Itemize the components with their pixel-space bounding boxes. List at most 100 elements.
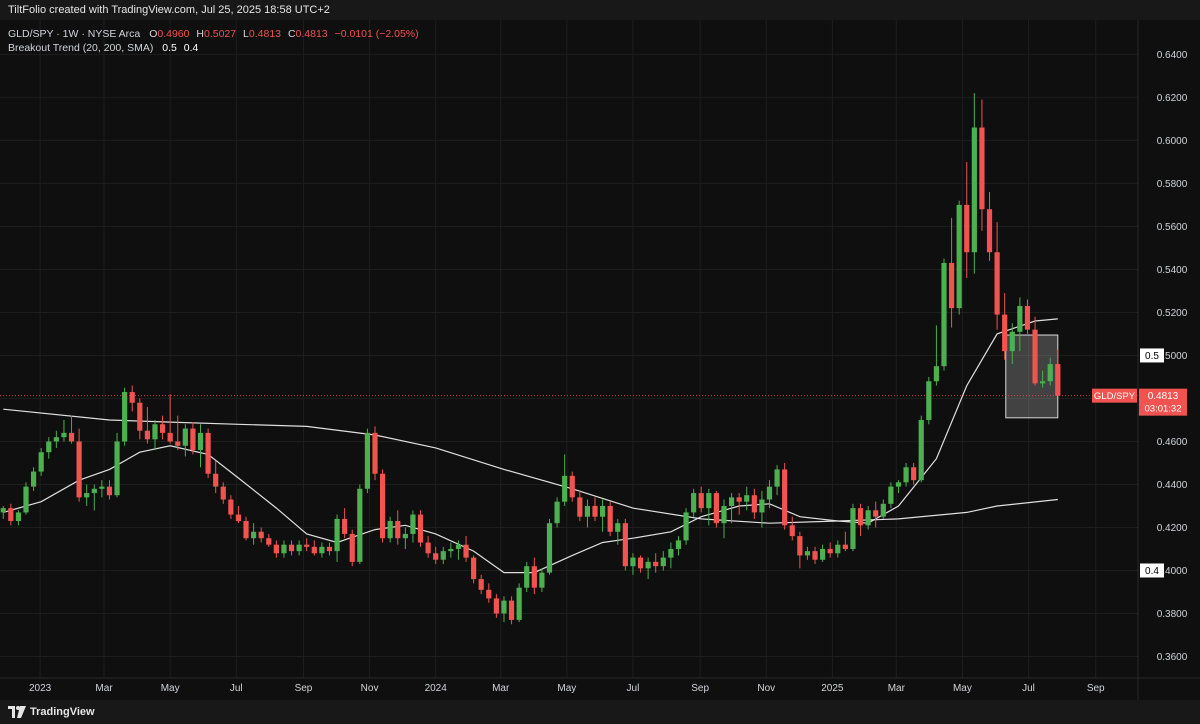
ma-value-tag-label: 0.5 <box>1145 351 1159 362</box>
candle-body <box>744 495 750 502</box>
candle-body <box>607 505 613 532</box>
legend-high-key: H <box>196 28 204 40</box>
candle <box>675 536 682 556</box>
price-tick-label: 0.5800 <box>1157 179 1188 190</box>
candle-body <box>417 514 424 543</box>
candle-body <box>782 469 788 526</box>
candle <box>926 376 932 425</box>
time-tick-label: Nov <box>757 683 775 694</box>
candle-body <box>478 579 484 590</box>
candle-body <box>1017 305 1023 332</box>
legend-close-value: 0.4813 <box>296 28 328 40</box>
candle <box>311 540 317 556</box>
candle-body <box>387 521 393 539</box>
candle <box>175 415 181 451</box>
candle-body <box>281 544 287 554</box>
candle-body <box>645 561 651 569</box>
candle <box>956 200 962 315</box>
candle-body <box>577 497 583 517</box>
candle <box>728 493 735 524</box>
candle-body <box>91 488 97 494</box>
candle <box>508 596 515 625</box>
candle-body <box>152 424 158 440</box>
candle <box>903 462 909 487</box>
candle-body <box>660 557 666 567</box>
candle-body <box>584 505 591 517</box>
candle-body <box>1040 381 1046 384</box>
candle-body <box>486 589 492 599</box>
candle-body <box>857 508 864 526</box>
candle <box>159 415 166 440</box>
candle-body <box>797 536 803 556</box>
price-tick-label: 0.5000 <box>1157 351 1188 362</box>
candle-body <box>0 508 6 513</box>
candle <box>782 462 788 530</box>
price-tick-label: 0.6000 <box>1157 136 1188 147</box>
candle <box>296 540 302 556</box>
candle-body <box>615 523 621 532</box>
price-tag-countdown: 03:01:32 <box>1145 404 1182 415</box>
candle-body <box>68 432 75 442</box>
candle <box>8 503 14 526</box>
time-tick-label: 2025 <box>821 683 844 694</box>
time-tick-label: 2023 <box>29 683 52 694</box>
candle <box>99 480 105 498</box>
candle <box>182 424 188 457</box>
candle <box>46 437 52 459</box>
candle-body <box>395 521 401 539</box>
candle-body <box>304 544 310 547</box>
candle-body <box>637 557 644 569</box>
candle <box>615 518 621 545</box>
candle-body <box>1055 364 1061 396</box>
candle-body <box>410 514 416 534</box>
candle-body <box>721 505 727 524</box>
candle <box>15 510 22 526</box>
candle <box>38 447 44 476</box>
candle <box>637 555 644 573</box>
legend-low-value: 0.4813 <box>249 28 281 40</box>
candle-body <box>433 553 439 560</box>
candle <box>455 540 462 560</box>
candle <box>516 583 522 623</box>
candle-body <box>311 546 317 554</box>
candle <box>273 540 279 558</box>
symbol-tag <box>1092 388 1137 403</box>
price-tick-label: 0.4000 <box>1157 566 1188 577</box>
candle-body <box>84 493 90 498</box>
price-tick-label: 0.6200 <box>1157 93 1188 104</box>
candle <box>1055 349 1061 396</box>
candle <box>630 553 636 575</box>
footer-bar: TradingView <box>0 700 1200 724</box>
candle-body <box>842 544 848 549</box>
price-tick-label: 0.5200 <box>1157 308 1188 319</box>
candle-body <box>964 204 970 253</box>
price-chart[interactable]: 0.64000.62000.60000.58000.56000.54000.52… <box>0 20 1200 700</box>
price-axis[interactable]: 0.6400 0.6200 0.6000 0.5800 0.5600 0.5400 0.52… <box>1137 20 1188 700</box>
axis-tags: 0.5 0.4 GLD/SPY 0.4813 03:01:32 <box>1092 348 1187 578</box>
candle <box>1040 370 1046 388</box>
time-tick-label: May <box>161 683 180 694</box>
candle <box>964 161 970 279</box>
candle-body <box>562 475 568 502</box>
candle <box>1017 297 1023 352</box>
candle-body <box>941 262 947 367</box>
candle <box>288 540 295 556</box>
candle <box>0 505 6 519</box>
candle <box>653 553 659 573</box>
time-axis[interactable]: 2023 Mar May Jul Sep Nov 2024 Mar May Jul Sep Nov 20… <box>0 677 1200 694</box>
candle-body <box>15 512 22 522</box>
candle <box>281 540 287 558</box>
legend-indicator-value-2: 0.4 <box>184 42 199 54</box>
price-tick-label: 0.5400 <box>1157 265 1188 276</box>
price-tick-label: 0.6400 <box>1157 50 1188 61</box>
candle <box>228 495 234 519</box>
candle-body <box>159 424 166 433</box>
candle-body <box>38 452 44 472</box>
candle <box>683 508 689 545</box>
candle <box>129 385 135 412</box>
candle-body <box>569 475 575 498</box>
candle-body <box>372 432 378 474</box>
candle-body <box>994 252 1000 315</box>
legend-indicator-value-1: 0.5 <box>162 42 177 54</box>
candle-body <box>228 499 234 515</box>
